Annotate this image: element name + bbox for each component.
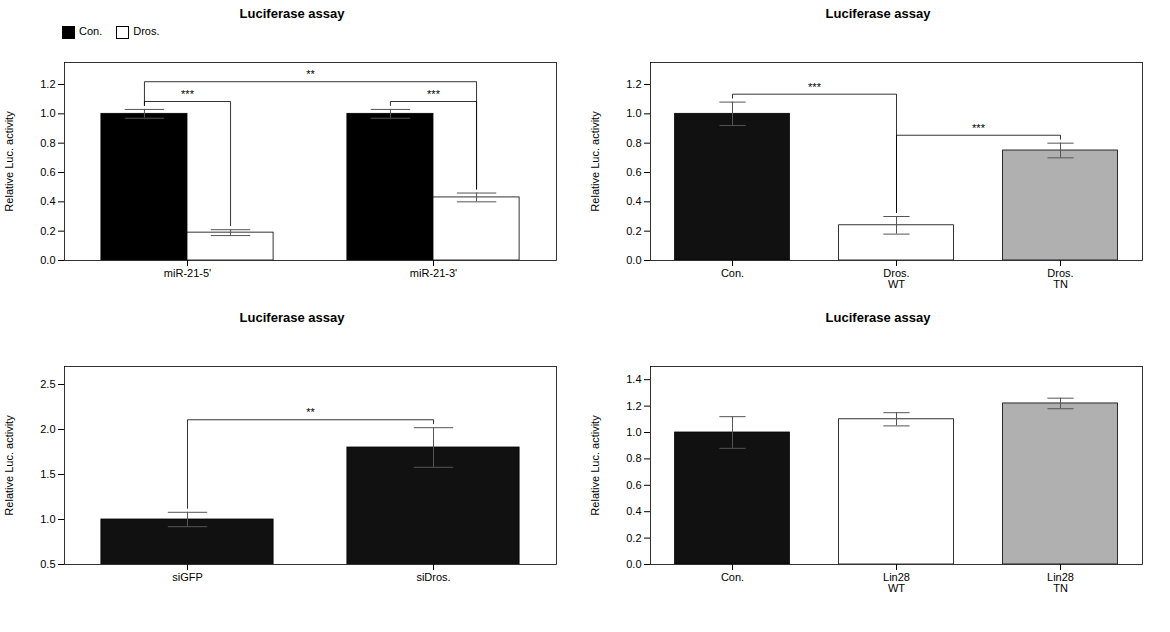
- svg-text:1.5: 1.5: [40, 468, 55, 480]
- svg-text:Con.: Con.: [721, 267, 744, 279]
- svg-text:***: ***: [972, 122, 986, 134]
- svg-text:siDros.: siDros.: [416, 571, 450, 583]
- svg-text:1.0: 1.0: [626, 107, 641, 119]
- html-text:Luciferase assay: Luciferase assay: [239, 6, 345, 21]
- svg-text:0.8: 0.8: [626, 137, 641, 149]
- svg-text:2.0: 2.0: [40, 423, 55, 435]
- svg-text:Relative Luc. activity: Relative Luc. activity: [589, 111, 601, 212]
- svg-text:0.4: 0.4: [626, 195, 641, 207]
- svg-text:siGFP: siGFP: [172, 571, 203, 583]
- svg-text:**: **: [306, 68, 315, 80]
- svg-text:0.4: 0.4: [626, 505, 641, 517]
- svg-text:0.6: 0.6: [626, 166, 641, 178]
- svg-text:0.2: 0.2: [40, 225, 55, 237]
- svg-text:0.2: 0.2: [626, 532, 641, 544]
- svg-text:1.0: 1.0: [626, 426, 641, 438]
- svg-text:2.5: 2.5: [40, 378, 55, 390]
- svg-text:Relative Luc. activity: Relative Luc. activity: [589, 415, 601, 516]
- svg-text:0.0: 0.0: [40, 254, 55, 266]
- svg-text:Dros.WT: Dros.WT: [883, 267, 909, 290]
- svg-text:1.2: 1.2: [40, 78, 55, 90]
- svg-text:Relative Luc. activity: Relative Luc. activity: [3, 415, 15, 516]
- html-text:Luciferase assay: Luciferase assay: [239, 310, 345, 325]
- svg-text:0.8: 0.8: [626, 452, 641, 464]
- svg-text:1.0: 1.0: [40, 513, 55, 525]
- svg-text:1.0: 1.0: [40, 107, 55, 119]
- svg-text:0.4: 0.4: [40, 195, 55, 207]
- svg-text:0.0: 0.0: [626, 254, 641, 266]
- svg-text:0.5: 0.5: [40, 558, 55, 570]
- svg-text:0.6: 0.6: [626, 479, 641, 491]
- svg-text:0.6: 0.6: [40, 166, 55, 178]
- svg-text:1.2: 1.2: [626, 400, 641, 412]
- svg-text:***: ***: [181, 88, 195, 100]
- html-text:Dros.: Dros.: [133, 25, 160, 38]
- svg-text:miR-21-3': miR-21-3': [410, 267, 457, 279]
- svg-text:Relative Luc. activity: Relative Luc. activity: [3, 111, 15, 212]
- svg-text:***: ***: [808, 81, 822, 93]
- svg-text:0.0: 0.0: [626, 558, 641, 570]
- svg-text:0.2: 0.2: [626, 225, 641, 237]
- html-text:Con.: Con.: [79, 25, 103, 38]
- svg-text:Dros.TN: Dros.TN: [1047, 267, 1073, 290]
- svg-text:miR-21-5': miR-21-5': [164, 267, 211, 279]
- svg-text:Lin28TN: Lin28TN: [1047, 571, 1074, 594]
- svg-text:***: ***: [427, 88, 441, 100]
- svg-text:0.8: 0.8: [40, 137, 55, 149]
- svg-text:Lin28WT: Lin28WT: [883, 571, 910, 594]
- html-text:Luciferase assay: Luciferase assay: [825, 310, 931, 325]
- html-text:Luciferase assay: Luciferase assay: [825, 6, 931, 21]
- svg-text:Con.: Con.: [721, 571, 744, 583]
- svg-text:1.4: 1.4: [626, 373, 641, 385]
- svg-text:**: **: [306, 406, 315, 418]
- svg-text:1.2: 1.2: [626, 78, 641, 90]
